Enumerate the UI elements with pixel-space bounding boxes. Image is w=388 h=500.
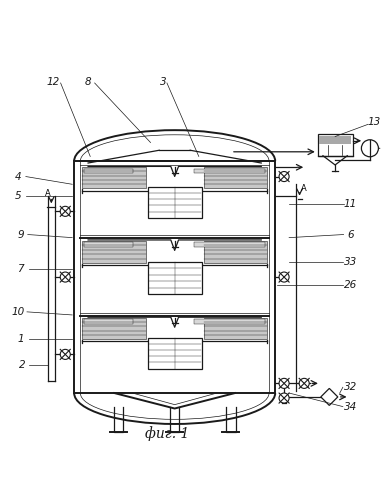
Bar <box>84 242 133 247</box>
Text: 10: 10 <box>12 307 25 317</box>
Text: фиг. 1: фиг. 1 <box>145 426 189 441</box>
Text: 12: 12 <box>46 77 59 87</box>
Circle shape <box>279 393 289 403</box>
Bar <box>82 240 146 263</box>
Text: 6: 6 <box>347 230 354 239</box>
Circle shape <box>299 378 309 388</box>
Bar <box>204 240 267 263</box>
Bar <box>147 338 202 368</box>
Bar <box>204 318 267 339</box>
Bar <box>194 320 265 324</box>
Text: 26: 26 <box>344 280 357 290</box>
Circle shape <box>60 206 70 216</box>
Bar <box>147 262 202 294</box>
Text: 2: 2 <box>19 360 25 370</box>
Bar <box>74 161 275 393</box>
Bar <box>82 318 146 339</box>
Bar <box>194 168 265 173</box>
Text: 7: 7 <box>17 264 24 274</box>
Text: 13: 13 <box>367 118 380 128</box>
Text: 34: 34 <box>344 402 357 411</box>
Text: 11: 11 <box>344 198 357 208</box>
Circle shape <box>60 272 70 282</box>
Text: A: A <box>45 190 50 198</box>
Text: 32: 32 <box>344 382 357 392</box>
Text: 9: 9 <box>17 230 24 239</box>
Circle shape <box>279 272 289 282</box>
Bar <box>318 134 353 156</box>
Text: 33: 33 <box>344 256 357 266</box>
Circle shape <box>279 172 289 181</box>
Bar <box>194 242 265 247</box>
Text: 8: 8 <box>84 77 91 87</box>
Text: 4: 4 <box>15 172 21 181</box>
Text: 1: 1 <box>17 334 24 344</box>
Text: A: A <box>301 184 306 192</box>
Bar <box>82 167 146 188</box>
Circle shape <box>60 350 70 360</box>
Bar <box>147 187 202 218</box>
Bar <box>84 320 133 324</box>
Bar <box>319 136 352 144</box>
Text: 3: 3 <box>160 77 166 87</box>
Bar <box>84 168 133 173</box>
Circle shape <box>279 378 289 388</box>
Circle shape <box>361 140 378 157</box>
Text: 5: 5 <box>15 191 21 201</box>
Bar <box>204 167 267 188</box>
Polygon shape <box>321 388 338 406</box>
